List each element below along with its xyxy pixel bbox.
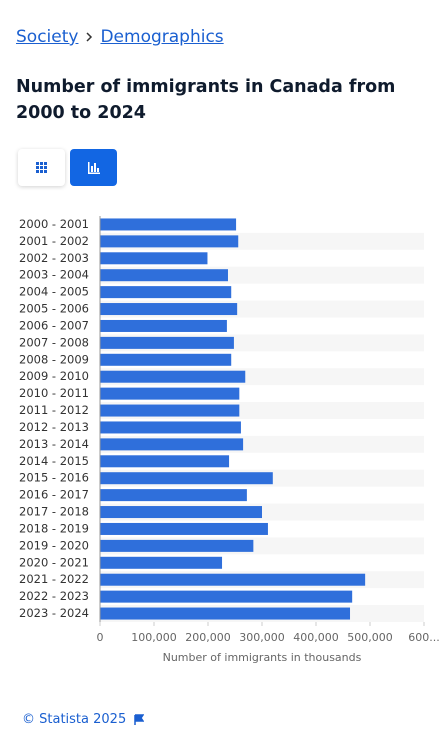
bar	[100, 489, 247, 502]
bar	[100, 336, 234, 349]
bar	[100, 522, 268, 535]
x-tick-label: 400,000	[293, 631, 339, 644]
bar	[100, 269, 228, 282]
y-tick-label: 2002 - 2003	[19, 251, 89, 265]
bar	[100, 286, 232, 299]
y-tick-label: 2011 - 2012	[19, 403, 89, 417]
y-tick-label: 2015 - 2016	[19, 471, 89, 485]
chart-view-button[interactable]	[70, 149, 117, 186]
y-tick-label: 2007 - 2008	[19, 335, 89, 349]
bar	[100, 455, 230, 468]
x-tick-label: 0	[97, 631, 104, 644]
x-tick-label: 100,000	[131, 631, 177, 644]
y-tick-label: 2020 - 2021	[19, 555, 89, 569]
y-tick-label: 2021 - 2022	[19, 572, 89, 586]
grid-icon	[36, 162, 47, 173]
x-tick-label: 200,000	[185, 631, 231, 644]
y-tick-label: 2018 - 2019	[19, 521, 89, 535]
breadcrumb: Society Demographics	[16, 27, 224, 47]
bar	[100, 573, 366, 586]
bar	[100, 303, 238, 316]
breadcrumb-link[interactable]: Demographics	[100, 27, 224, 47]
bar	[100, 421, 241, 434]
y-tick-label: 2019 - 2020	[19, 538, 89, 552]
y-tick-label: 2008 - 2009	[19, 352, 89, 366]
y-tick-label: 2023 - 2024	[19, 606, 89, 620]
flag-icon	[134, 713, 145, 725]
x-tick-label: 600...	[408, 631, 440, 644]
title: Number of immigrants in Canada from 2000…	[16, 77, 396, 123]
chevron	[86, 32, 93, 42]
copyright: © Statista 2025	[22, 712, 127, 727]
bar	[100, 404, 240, 417]
bar	[100, 438, 244, 451]
bar	[100, 319, 227, 332]
y-tick-label: 2022 - 2023	[19, 589, 89, 603]
y-tick-label: 2012 - 2013	[19, 420, 89, 434]
y-tick-label: 2009 - 2010	[19, 369, 89, 383]
x-tick-label: 500,000	[347, 631, 393, 644]
bar	[100, 472, 273, 485]
y-tick-label: 2004 - 2005	[19, 285, 89, 299]
y-tick-label: 2013 - 2014	[19, 437, 89, 451]
y-tick-label: 2003 - 2004	[19, 268, 89, 282]
bar	[100, 235, 239, 248]
bar	[100, 607, 351, 620]
bar	[100, 252, 208, 265]
chart: Number of immigrants in thousands 0 100,0…	[19, 216, 440, 664]
y-tick-label: 2001 - 2002	[19, 234, 89, 248]
y-tick-label: 2014 - 2015	[19, 454, 89, 468]
y-tick-label: 2017 - 2018	[19, 505, 89, 519]
footer: © Statista 2025	[22, 712, 145, 727]
bar	[100, 387, 240, 400]
chart-icon	[88, 162, 100, 174]
y-tick-label: 2000 - 2001	[19, 217, 89, 231]
y-tick-label: 2006 - 2007	[19, 318, 89, 332]
bar	[100, 556, 223, 569]
bar	[100, 370, 246, 383]
breadcrumb-link[interactable]: Society	[16, 27, 79, 47]
bar	[100, 506, 262, 519]
y-tick-label: 2005 - 2006	[19, 302, 89, 316]
x-axis-title: Number of immigrants in thousands	[163, 651, 362, 664]
y-tick-label: 2016 - 2017	[19, 488, 89, 502]
bar	[100, 590, 353, 603]
x-tick-label: 300,000	[239, 631, 285, 644]
bar	[100, 353, 232, 366]
bar	[100, 218, 237, 231]
table-view-button[interactable]	[18, 149, 65, 186]
bar	[100, 539, 254, 552]
y-tick-label: 2010 - 2011	[19, 386, 89, 400]
